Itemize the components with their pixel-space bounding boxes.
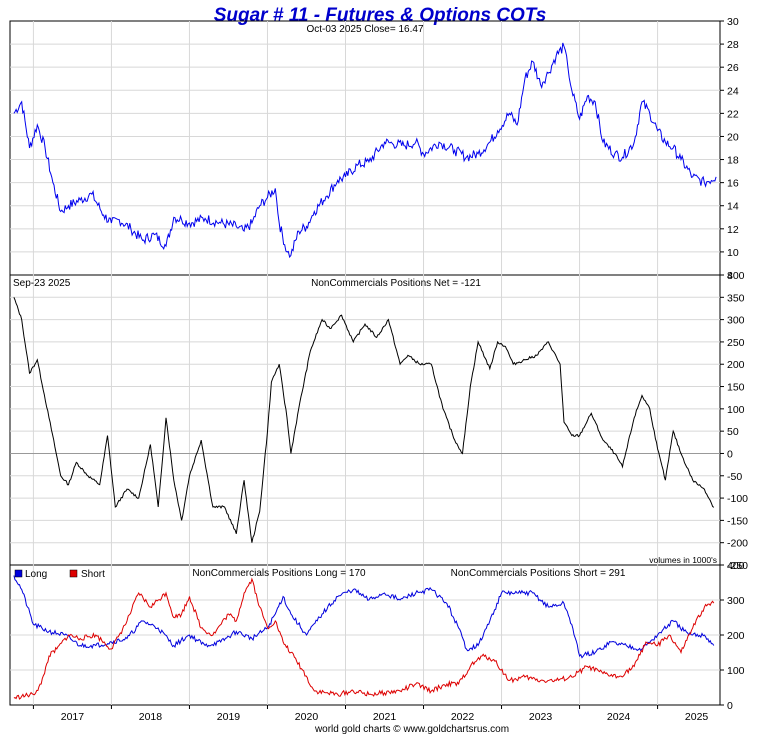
positions-y-tick-label: 200	[727, 630, 745, 642]
price-y-tick-label: 24	[727, 85, 739, 97]
net-panel-date-label: Sep-23 2025	[13, 278, 71, 289]
long-positions-label: NonCommercials Positions Long = 170	[192, 568, 366, 579]
positions-y-tick-label: 100	[727, 665, 745, 677]
volumes-note: volumes in 1000's	[649, 555, 717, 565]
positions-y-tick-label: 300	[727, 595, 745, 607]
net-y-tick-label: 350	[727, 292, 745, 304]
net-y-tick-label: -100	[727, 493, 748, 505]
net-position-series-line	[13, 297, 715, 543]
net-y-tick-label: 100	[727, 404, 745, 416]
footer-credit: world gold charts © www.goldchartsrus.co…	[314, 724, 509, 735]
positions-y-tick-label: 0	[727, 700, 733, 712]
x-tick-label: 2025	[685, 711, 709, 723]
long-legend-label: Long	[25, 569, 47, 580]
net-y-tick-label: 400	[727, 270, 745, 282]
net-y-tick-label: -50	[727, 471, 742, 483]
price-panel	[9, 20, 721, 276]
price-y-tick-label: 10	[727, 247, 739, 259]
price-y-tick-label: 28	[727, 39, 739, 51]
price-y-tick-label: 26	[727, 62, 739, 74]
x-axis-year-labels: 2017 2018 2019 2020 2021 2022 2023 2024 2025	[32, 705, 709, 723]
chart-title: Sugar # 11 - Futures & Options COTs	[214, 5, 547, 26]
price-y-tick-label: 20	[727, 131, 739, 143]
x-tick-label: 2017	[61, 711, 85, 723]
positions-y-tick-label: 400	[727, 560, 745, 572]
x-tick-label: 2024	[607, 711, 631, 723]
short-position-series-line	[13, 577, 715, 700]
x-tick-label: 2019	[217, 711, 241, 723]
long-position-series-line	[13, 575, 715, 659]
x-tick-label: 2021	[373, 711, 397, 723]
net-panel-label: NonCommercials Positions Net = -121	[311, 278, 481, 289]
price-y-tick-label: 18	[727, 155, 739, 167]
net-y-tick-label: -200	[727, 538, 748, 550]
long-legend-swatch	[14, 569, 23, 578]
net-y-tick-label: 300	[727, 315, 745, 327]
price-panel-label: Oct-03 2025 Close= 16.47	[306, 24, 423, 35]
price-y-tick-label: 12	[727, 224, 739, 236]
positions-grid: 0 100 200 300 400	[10, 560, 745, 712]
net-y-tick-label: 250	[727, 337, 745, 349]
price-y-tick-label: 14	[727, 201, 739, 213]
net-y-tick-label: 200	[727, 359, 745, 371]
net-panel	[9, 274, 721, 566]
x-tick-label: 2020	[295, 711, 319, 723]
net-y-tick-label: 50	[727, 426, 739, 438]
x-tick-label: 2018	[139, 711, 163, 723]
short-legend-label: Short	[81, 569, 105, 580]
price-y-tick-label: 8	[727, 270, 733, 282]
price-series-line	[13, 42, 717, 259]
price-y-tick-label: 16	[727, 178, 739, 190]
net-grid: -250 -200 -150 -100 -50 0 50 100 150 200 250 300 350…	[10, 270, 748, 572]
short-positions-label: NonCommercials Positions Short = 291	[451, 568, 626, 579]
year-gridlines	[32, 21, 659, 705]
net-y-tick-label: -250	[727, 560, 748, 572]
x-tick-label: 2023	[529, 711, 553, 723]
net-y-tick-label: -150	[727, 515, 748, 527]
net-y-tick-label: 150	[727, 382, 745, 394]
price-y-tick-label: 30	[727, 16, 739, 28]
x-tick-label: 2022	[451, 711, 475, 723]
price-y-tick-label: 22	[727, 108, 739, 120]
short-legend-swatch	[69, 569, 78, 578]
net-y-tick-label: 0	[727, 448, 733, 460]
